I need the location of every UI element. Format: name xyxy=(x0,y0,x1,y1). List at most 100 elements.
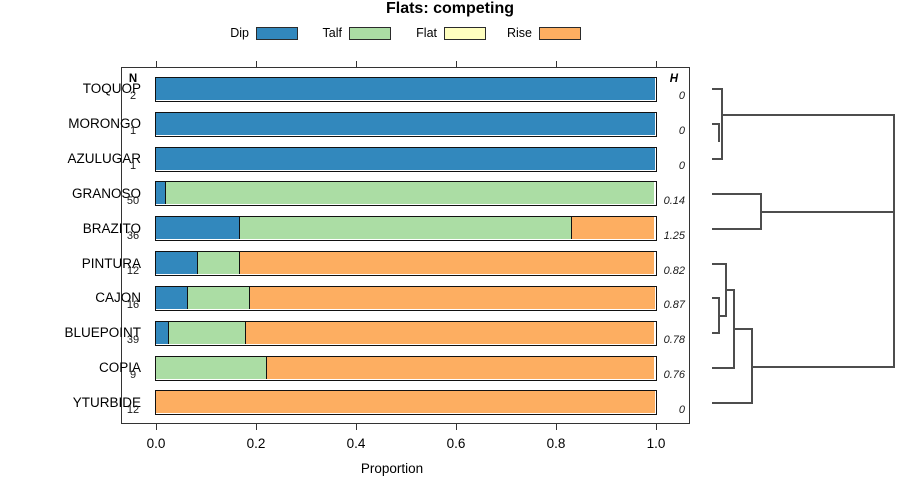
h-value: 0.82 xyxy=(663,264,685,277)
legend-label: Flat xyxy=(416,26,437,40)
dendrogram-vline xyxy=(721,88,723,160)
x-axis-tick-top xyxy=(456,61,457,67)
x-axis-tick-label: 0.8 xyxy=(546,436,566,451)
category-label: GRANOSO xyxy=(71,185,141,201)
bar-row xyxy=(154,216,657,242)
bar-row xyxy=(154,251,657,277)
bar-segment-dip xyxy=(155,112,655,135)
h-value: 0.87 xyxy=(663,299,685,312)
x-axis-tick-top xyxy=(656,61,657,67)
n-value: 12 xyxy=(126,403,140,416)
category-label: PINTURA xyxy=(81,255,141,271)
x-axis-tick-label: 0.4 xyxy=(346,436,366,451)
x-axis-tick-label: 0.2 xyxy=(246,436,266,451)
bar-segment-rise xyxy=(238,252,655,275)
x-axis-tick-bottom xyxy=(456,424,457,430)
bar-row xyxy=(154,320,657,346)
plot-box xyxy=(121,67,690,424)
bar-segment-rise xyxy=(245,321,655,344)
h-value: 0.14 xyxy=(663,194,685,207)
dendrogram-hline xyxy=(751,366,893,368)
bar-segment-dip xyxy=(155,217,239,240)
bar-segment-rise xyxy=(249,286,655,309)
n-value: 2 xyxy=(129,90,137,103)
bar-segment-dip xyxy=(155,77,655,100)
x-axis-tick-top xyxy=(556,61,557,67)
h-value: 0 xyxy=(678,403,685,416)
dendrogram-hline xyxy=(712,228,760,230)
dendrogram-hline xyxy=(712,123,718,125)
category-label: CAJON xyxy=(95,290,141,306)
category-label: BLUEPOINT xyxy=(64,325,141,341)
dendrogram-hline xyxy=(712,332,718,334)
dendrogram-hline xyxy=(712,158,721,160)
bar-row xyxy=(154,111,657,137)
h-column-header: H xyxy=(669,73,678,85)
dendrogram-vline xyxy=(893,114,895,368)
category-label: COPIA xyxy=(98,360,141,376)
n-value: 36 xyxy=(126,229,140,242)
bar-segment-talf xyxy=(165,182,655,205)
legend-swatch xyxy=(256,26,298,40)
x-axis-tick-bottom xyxy=(556,424,557,430)
x-axis-tick-top xyxy=(256,61,257,67)
x-axis-tick-label: 0.0 xyxy=(146,436,166,451)
h-value: 0.76 xyxy=(663,369,685,382)
bar-row xyxy=(154,390,657,416)
x-axis-tick-top xyxy=(356,61,357,67)
n-column-header: N xyxy=(128,73,138,85)
bar-row xyxy=(154,355,657,381)
bar-segment-talf xyxy=(155,356,267,379)
dendrogram-hline xyxy=(712,193,760,195)
bar-row xyxy=(154,285,657,311)
h-value: 0.78 xyxy=(663,334,685,347)
x-axis-tick-bottom xyxy=(256,424,257,430)
n-value: 39 xyxy=(126,334,140,347)
x-axis-tick-top xyxy=(156,61,157,67)
x-axis-tick-bottom xyxy=(156,424,157,430)
n-value: 12 xyxy=(126,264,140,277)
dendrogram-hline xyxy=(712,88,721,90)
x-axis-tick-bottom xyxy=(656,424,657,430)
bar-segment-dip xyxy=(155,147,655,170)
legend-item: Rise xyxy=(490,26,581,40)
dendrogram-hline xyxy=(725,289,733,291)
chart-title: Flats: competing xyxy=(385,0,514,17)
category-label: BRAZITO xyxy=(82,220,141,236)
bar-segment-talf xyxy=(168,321,246,344)
dendrogram-vline xyxy=(718,123,720,142)
dendrogram-hline xyxy=(712,263,725,265)
bar-segment-talf xyxy=(238,217,572,240)
bar-row xyxy=(154,181,657,207)
h-value: 0 xyxy=(678,160,685,172)
dendrogram-hline xyxy=(760,211,893,213)
x-axis-tick-label: 0.6 xyxy=(446,436,466,451)
n-value: 9 xyxy=(129,369,137,382)
n-value: 16 xyxy=(126,299,140,312)
bar-row xyxy=(154,76,657,102)
h-value: 1.25 xyxy=(663,229,685,242)
legend-item: Dip xyxy=(207,26,298,40)
legend-item: Talf xyxy=(300,26,391,40)
dendrogram-hline xyxy=(712,402,751,404)
category-label: TOQUOP xyxy=(82,81,141,97)
bar-row xyxy=(154,146,657,172)
h-value: 0 xyxy=(678,90,685,103)
legend-swatch xyxy=(444,26,486,40)
bar-segment-talf xyxy=(196,252,239,275)
bar-segment-dip xyxy=(155,252,197,275)
category-label: YTURBIDE xyxy=(72,394,141,410)
n-value: 1 xyxy=(129,125,137,138)
chart-legend: Dip Talf Flat Rise xyxy=(0,0,900,46)
legend-label: Talf xyxy=(322,26,342,40)
x-axis-title: Proportion xyxy=(360,461,424,476)
dendrogram-hline xyxy=(712,297,718,299)
bar-segment-dip xyxy=(155,321,169,344)
dendrogram-hline xyxy=(718,315,725,317)
n-value: 50 xyxy=(126,194,140,207)
bar-segment-dip xyxy=(155,182,166,205)
